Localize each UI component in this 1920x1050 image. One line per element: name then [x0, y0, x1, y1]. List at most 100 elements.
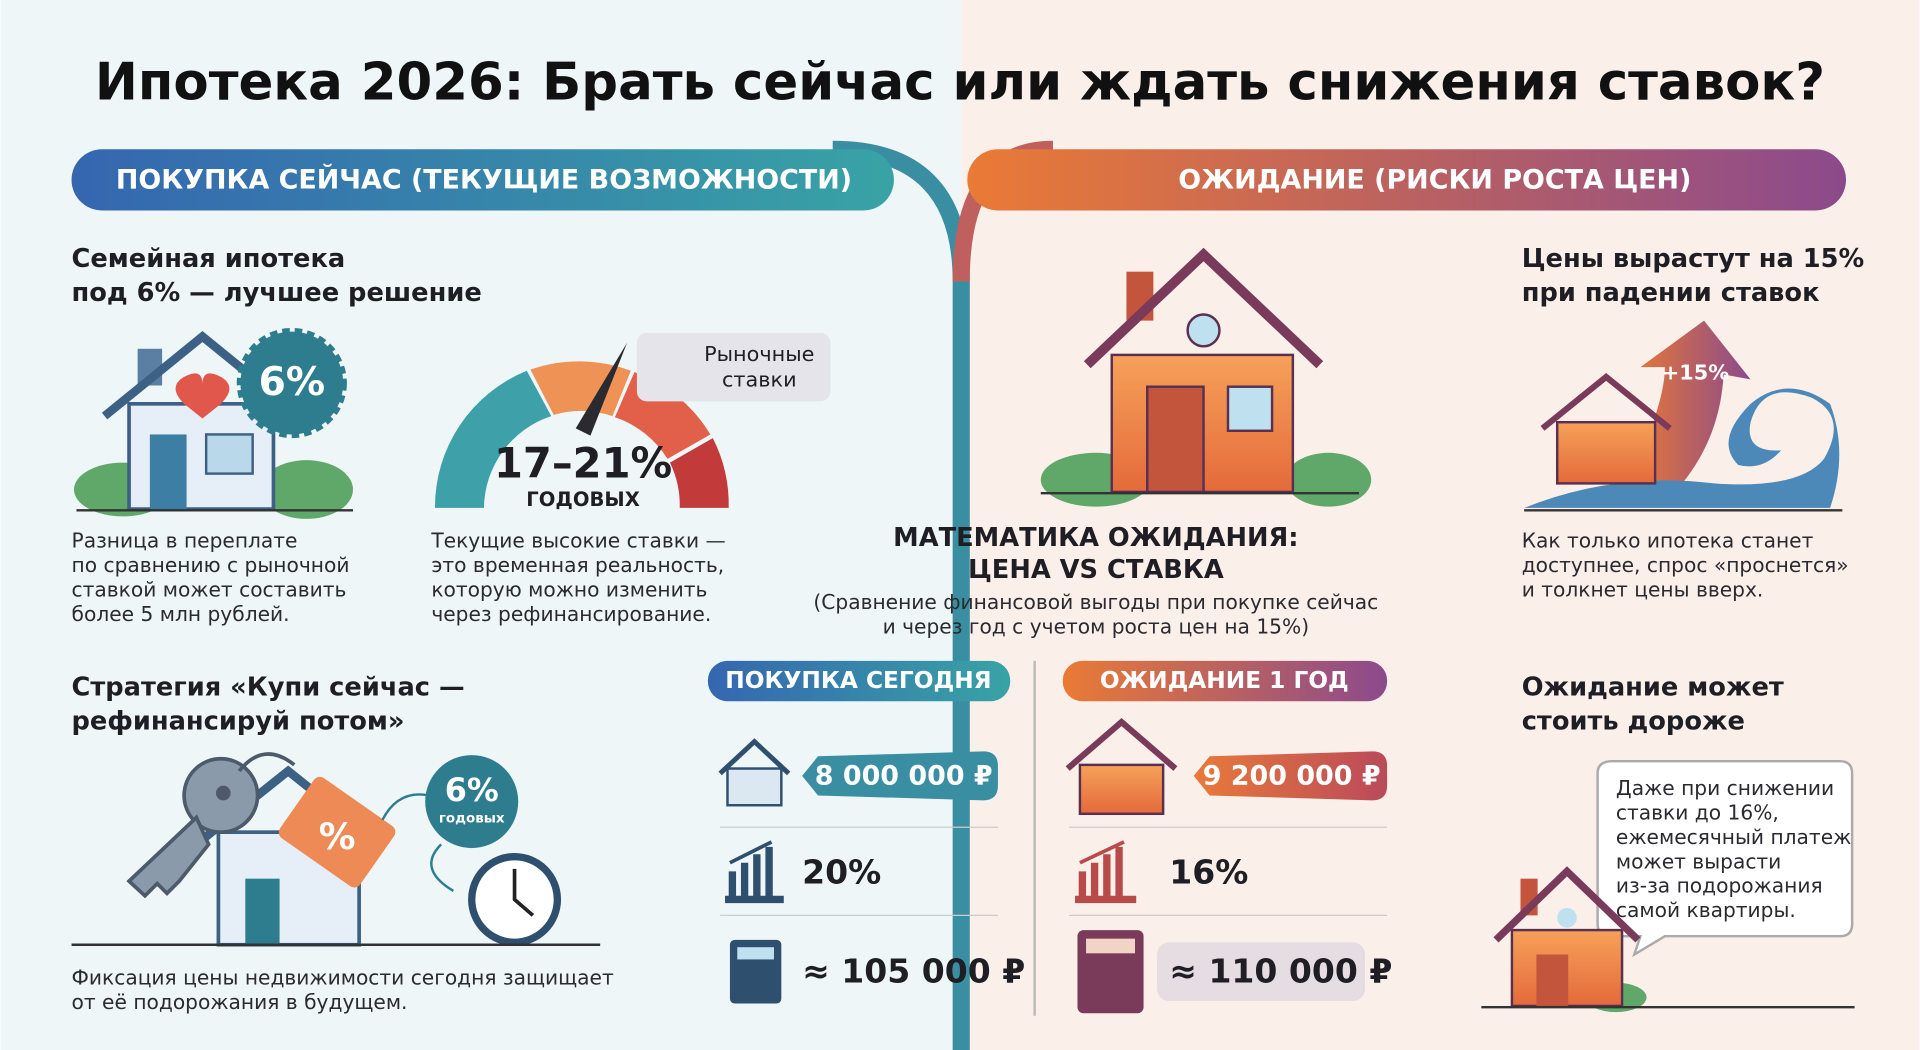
math-subtitle: и через год с учетом роста цен на 15%) — [883, 614, 1309, 638]
comparison-layout — [707, 660, 1388, 1016]
banners — [71, 140, 1847, 1050]
comparison-layout-part — [729, 840, 773, 865]
comparison-layout-part — [737, 947, 774, 960]
house-icon — [73, 327, 354, 519]
strategy-tag: % — [319, 815, 356, 858]
prices-text: и толкнет цены вверх. — [1522, 578, 1764, 602]
middle-house-part — [1083, 247, 1324, 369]
strategy-badge: 6% — [445, 771, 499, 809]
bubble-illustration-part — [1596, 759, 1854, 958]
wave-illustration-part — [1555, 420, 1657, 485]
math-title: ЦЕНА VS СТАВКА — [968, 555, 1224, 585]
comparison-layout-part — [1079, 840, 1125, 865]
comparison-layout-part — [1086, 938, 1135, 954]
house-icon-part — [260, 460, 354, 519]
gauge — [434, 332, 831, 508]
comparison-layout-part — [718, 738, 791, 776]
comparison-layout-part — [1193, 751, 1388, 801]
middle-house-part — [1186, 313, 1221, 348]
bubble-text: Даже при снижении — [1616, 776, 1834, 800]
prices-heading: при падении ставок — [1522, 278, 1820, 308]
wave-illustration-part — [1628, 320, 1751, 490]
key-illustration-part — [381, 793, 430, 821]
prices-text: Как только ипотека станет — [1522, 529, 1814, 553]
prices-badge: +15% — [1662, 360, 1729, 384]
gauge-text: через рефинансирование. — [431, 602, 711, 626]
bubble-text: ежемесячный платеж — [1616, 825, 1851, 849]
bubble-illustration-part — [1536, 954, 1569, 1006]
strategy-badge-unit: годовых — [439, 812, 505, 827]
comparison-layout-part — [1157, 942, 1366, 1002]
wait-cost-heading: Ожидание может — [1522, 672, 1784, 702]
gauge-part — [636, 332, 831, 402]
comparison-layout-part — [1075, 846, 1137, 904]
middle-house-part — [1226, 385, 1274, 432]
strategy-text: Фиксация цены недвижимости сегодня защищ… — [72, 966, 614, 990]
today-label: ПОКУПКА СЕГОДНЯ — [725, 667, 991, 694]
house-icon-part — [236, 327, 347, 439]
today-price: 8 000 000 ₽ — [815, 761, 993, 792]
key-illustration-part-part — [278, 776, 396, 888]
strategy-text: от её подорожания в будущем. — [72, 990, 408, 1014]
gauge-text: Текущие высокие ставки — — [430, 529, 725, 553]
family-badge: 6% — [259, 360, 325, 405]
wave-illustration — [1524, 320, 1843, 512]
gauge-part — [575, 342, 628, 436]
gauge-part — [434, 370, 552, 508]
key-illustration — [71, 752, 601, 947]
today-rate: 20% — [802, 852, 881, 891]
gauge-text: это временная реальность, — [431, 553, 724, 577]
comparison-layout-part — [1065, 717, 1178, 771]
key-illustration-part — [215, 785, 231, 801]
house-icon-part — [175, 373, 230, 419]
key-illustration-part — [425, 755, 519, 849]
middle-house — [1040, 247, 1372, 507]
gauge-part — [669, 438, 729, 508]
bubble-text: ставки до 16%, — [1616, 800, 1779, 824]
bubble-text: самой квартиры. — [1616, 898, 1796, 922]
prices-heading: Цены вырастут на 15% — [1522, 244, 1865, 274]
wave-illustration-part — [1524, 388, 1840, 508]
gauge-label: ставки — [722, 368, 797, 392]
math-subtitle: (Сравнение финансовой выгоды при покупке… — [813, 590, 1378, 614]
wait-payment: ≈ 110 000 ₽ — [1169, 951, 1392, 990]
strategy-heading: рефинансируй потом» — [72, 707, 405, 737]
gauge-part — [530, 361, 631, 417]
house-icon-part — [204, 433, 254, 475]
bubble-text: из-за подорожания — [1616, 874, 1823, 898]
family-heading: под 6% — лучшее решение — [72, 278, 482, 308]
gauge-text: которую можно изменить — [431, 578, 707, 602]
middle-house-part — [1285, 452, 1372, 507]
key-illustration-part — [430, 843, 454, 892]
wait-cost-heading: стоить дороже — [1522, 707, 1745, 737]
strategy-heading: Стратегия «Купи сейчас — — [72, 672, 465, 702]
gauge-unit: ГОДОВЫХ — [526, 488, 640, 511]
family-text: ставкой может составить — [72, 578, 347, 602]
family-text: по сравнению с рыночной — [72, 553, 350, 577]
left-banner: ПОКУПКА СЕЙЧАС (ТЕКУЩИЕ ВОЗМОЖНОСТИ) — [116, 164, 852, 196]
key-illustration-part — [126, 814, 211, 899]
wait-label: ОЖИДАНИЕ 1 ГОД — [1100, 667, 1349, 694]
key-illustration-part — [278, 776, 396, 888]
comparison-layout-part — [726, 767, 783, 807]
bubble-illustration-part — [1493, 866, 1641, 943]
banners-part — [967, 149, 1847, 211]
title: Ипотека 2026: Брать сейчас или ждать сни… — [95, 53, 1825, 113]
math-title: МАТЕМАТИКА ОЖИДАНИЯ: — [893, 523, 1298, 553]
wave-illustration-part — [1540, 372, 1672, 431]
bubble-text: может вырасти — [1616, 849, 1781, 873]
comparison-layout-part — [1078, 763, 1165, 816]
family-heading: Семейная ипотека — [72, 244, 346, 274]
family-text: Разница в переплате — [72, 529, 298, 553]
comparison-layout-part — [707, 660, 1011, 702]
banners-part — [71, 149, 894, 211]
wait-price: 9 200 000 ₽ — [1203, 761, 1381, 792]
wait-rate: 16% — [1169, 852, 1248, 891]
bubble-illustration — [1481, 759, 1855, 1013]
gauge-label: Рыночные — [704, 342, 814, 366]
key-illustration-part — [237, 752, 296, 773]
house-icon-part — [149, 434, 187, 510]
